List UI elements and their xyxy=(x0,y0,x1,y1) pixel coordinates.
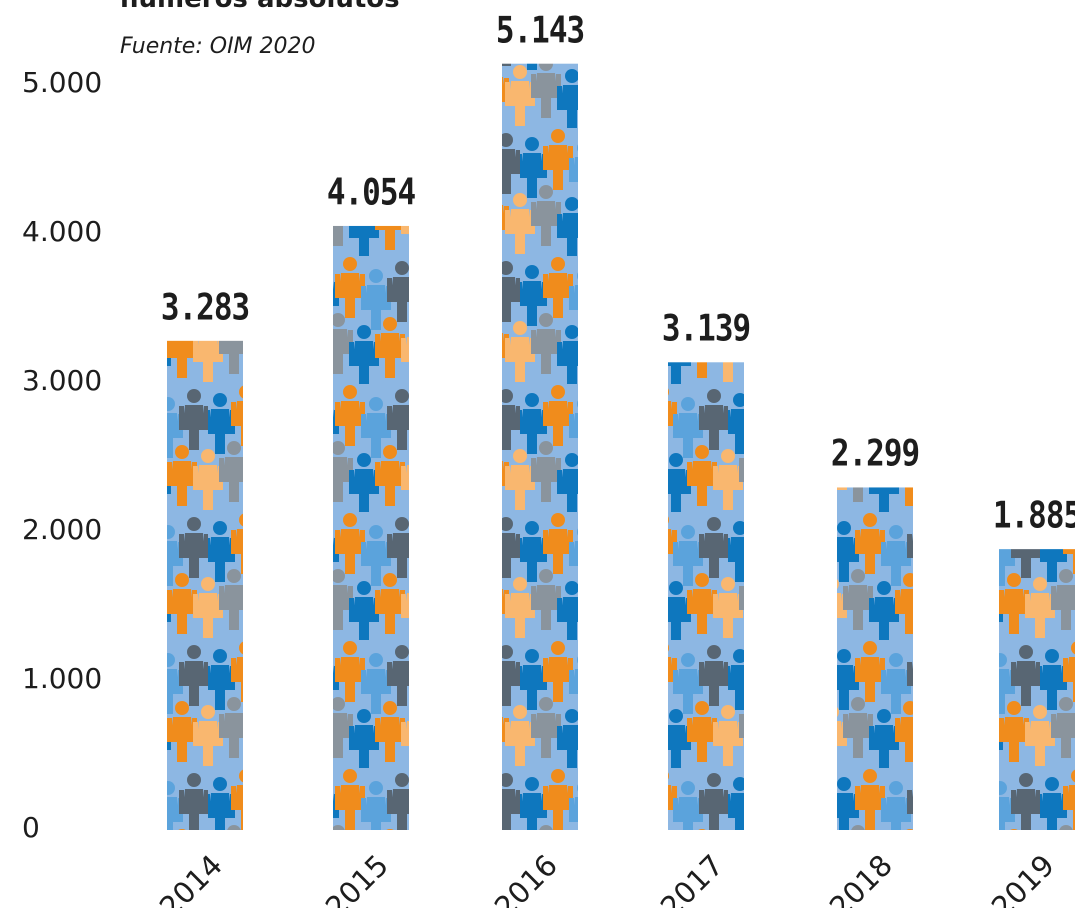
bar-2017 xyxy=(668,362,744,830)
y-tick-label: 1.000 xyxy=(22,662,103,695)
bar-2018 xyxy=(837,487,913,830)
value-label-2017: 3.139 xyxy=(661,307,751,351)
value-label-2018: 2.299 xyxy=(830,432,920,476)
value-label-2015: 4.054 xyxy=(326,171,416,214)
value-label-2016: 5.143 xyxy=(495,9,585,52)
y-tick-label: 4.000 xyxy=(22,215,103,248)
y-tick-label: 2.000 xyxy=(22,513,103,546)
y-tick-label: 0 xyxy=(22,811,40,844)
chart-source: Fuente: OIM 2020 xyxy=(120,34,316,59)
value-label-2014: 3.283 xyxy=(160,286,250,329)
bar-2015 xyxy=(333,225,409,831)
bar-2019 xyxy=(999,549,1075,830)
y-tick-label: 3.000 xyxy=(22,364,103,397)
bar-2016 xyxy=(502,63,578,831)
bar-2014 xyxy=(167,340,243,830)
value-label-2019: 1.885 xyxy=(992,494,1075,538)
chart-title: números absolutos xyxy=(120,0,400,14)
y-tick-label: 5.000 xyxy=(22,66,103,99)
